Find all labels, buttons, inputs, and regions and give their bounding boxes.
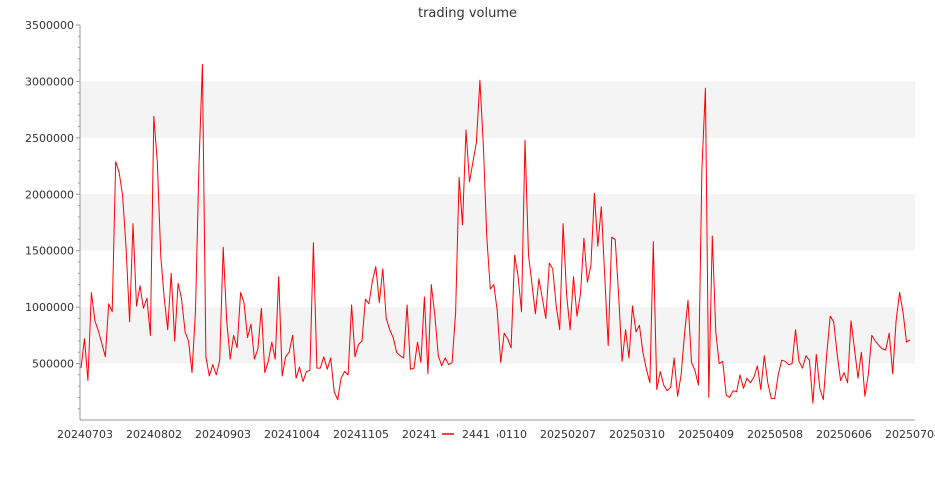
x-tick-label: 20250704 (885, 428, 935, 441)
x-tick-label: 20240903 (195, 428, 251, 441)
x-tick-label: 20250310 (609, 428, 665, 441)
x-tick-label: 20250409 (678, 428, 734, 441)
series-layer (80, 64, 911, 404)
y-tick-label: 3000000 (25, 75, 74, 88)
grid-band (80, 81, 915, 138)
y-tick-label: 1000000 (25, 301, 74, 314)
x-tick-label: 20241105 (333, 428, 389, 441)
y-tick-label: 1500000 (25, 245, 74, 258)
x-tick-label: 20241004 (264, 428, 320, 441)
x-tick-label: 20240703 (57, 428, 113, 441)
x-tick-label: 20250606 (816, 428, 872, 441)
legend-label: 2441 (462, 428, 490, 441)
legend-background (437, 425, 497, 443)
chart-title: trading volume (418, 6, 517, 21)
y-tick-label: 3500000 (25, 19, 74, 32)
x-tick-label: 20240802 (126, 428, 182, 441)
y-tick-label: 500000 (32, 358, 74, 371)
x-axis: 20240703 20240802 20240903 20241004 20241105… (57, 419, 935, 441)
x-tick-label: 20250207 (540, 428, 596, 441)
grid-band (80, 194, 915, 251)
x-tick-label: 20250508 (747, 428, 803, 441)
y-axis: 500000 1000000 1500000 2000000 2500000 300000… (25, 19, 81, 420)
legend: 2441 (437, 425, 497, 443)
y-tick-label: 2500000 (25, 132, 74, 145)
series-line-2441 (80, 64, 911, 404)
y-tick-label: 2000000 (25, 188, 74, 201)
